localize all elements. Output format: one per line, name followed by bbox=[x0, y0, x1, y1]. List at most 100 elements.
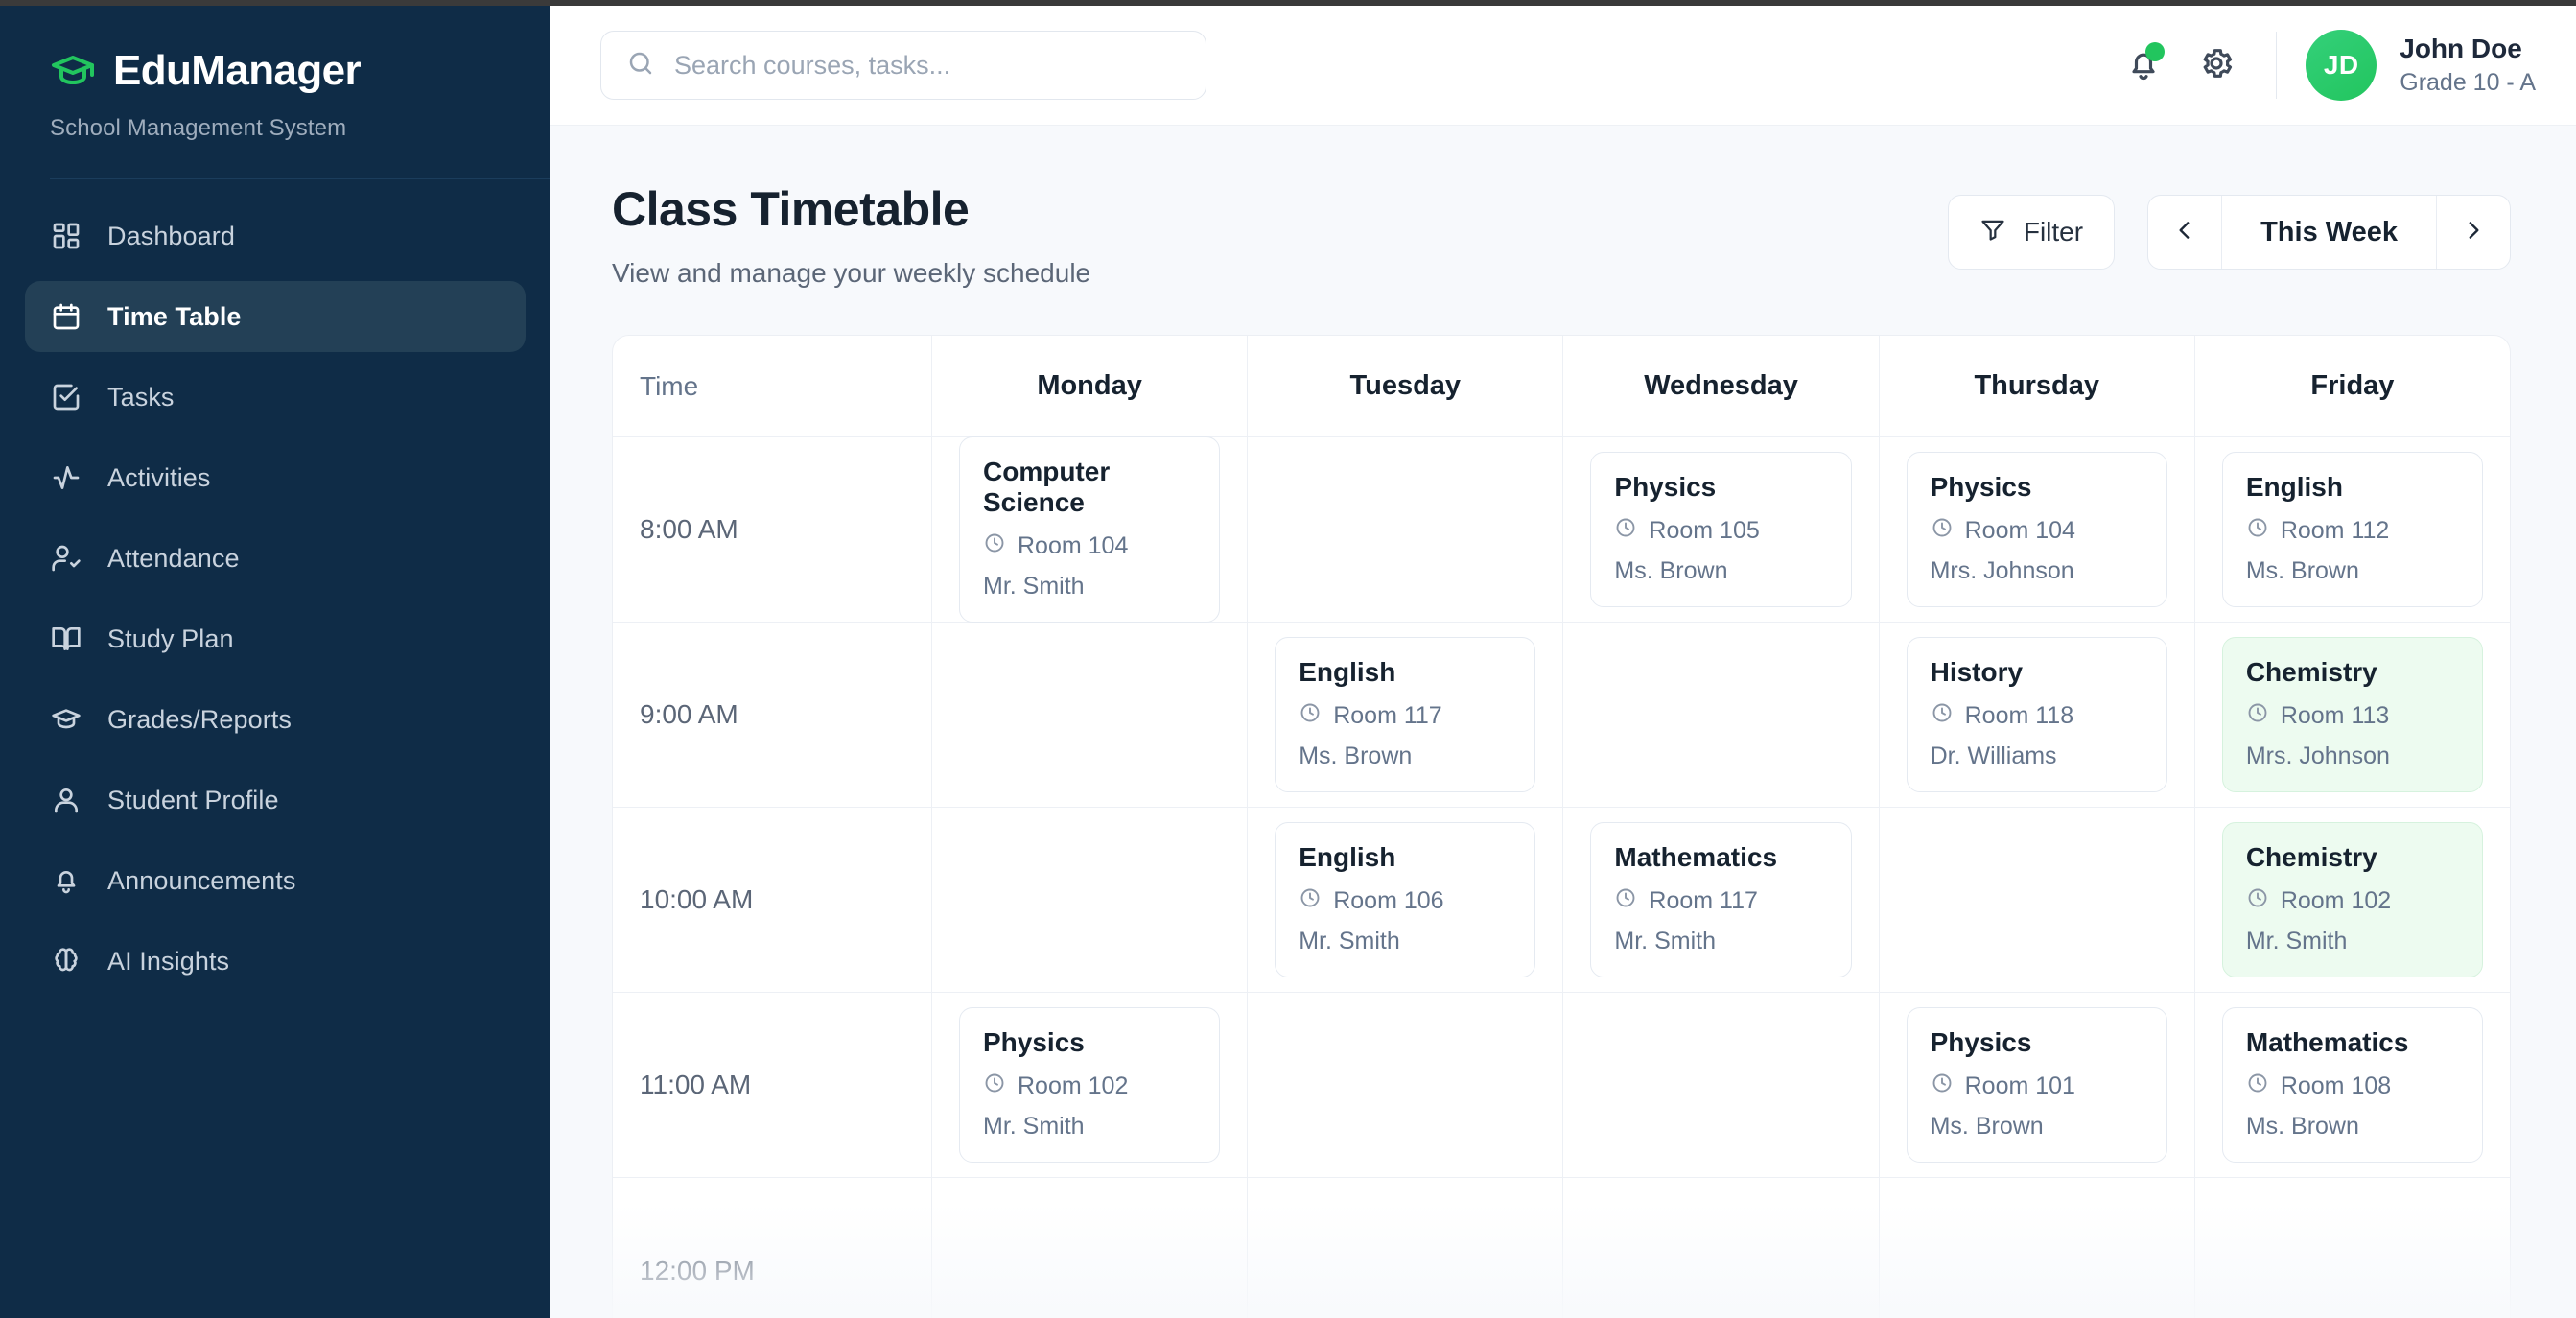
clock-icon bbox=[983, 531, 1006, 561]
class-event-card[interactable]: Chemistry Room 102 Mr. Smith bbox=[2221, 822, 2484, 977]
timetable-time-label: 12:00 PM bbox=[613, 1178, 932, 1318]
class-subject: Chemistry bbox=[2245, 842, 2377, 872]
column-header-monday: Monday bbox=[932, 336, 1249, 436]
clock-icon bbox=[1931, 701, 1954, 731]
top-bar: Search courses, tasks... bbox=[550, 6, 2576, 126]
next-week-button[interactable] bbox=[2437, 196, 2510, 269]
class-room-label: Room 101 bbox=[1964, 1072, 2075, 1099]
notification-badge-dot bbox=[2145, 42, 2166, 61]
column-header-friday: Friday bbox=[2310, 370, 2395, 401]
sidebar-item-dashboard[interactable]: Dashboard bbox=[25, 200, 526, 271]
page-header: Class Timetable View and manage your wee… bbox=[612, 181, 2511, 289]
timetable-row: 8:00 AM Computer Science Room 104 Mr. Smith… bbox=[613, 436, 2510, 623]
sidebar-item-student-profile[interactable]: Student Profile bbox=[25, 765, 526, 836]
notifications-button[interactable] bbox=[2107, 29, 2180, 102]
class-subject: English bbox=[1299, 657, 1396, 687]
class-teacher: Ms. Brown bbox=[1930, 1113, 2044, 1140]
timetable-cell bbox=[1563, 993, 1880, 1177]
settings-button[interactable] bbox=[2180, 29, 2253, 102]
class-teacher: Mrs. Johnson bbox=[1930, 557, 2074, 584]
class-event-card[interactable]: Computer Science Room 104 Mr. Smith bbox=[959, 436, 1221, 623]
class-teacher: Mr. Smith bbox=[1299, 928, 1400, 954]
top-bar-actions: JD John Doe Grade 10 - A bbox=[2107, 29, 2536, 102]
class-room: Room 118 bbox=[1931, 701, 2143, 731]
timetable-cell: English Room 106 Mr. Smith bbox=[1248, 808, 1564, 992]
sidebar-item-label: Announcements bbox=[107, 865, 296, 895]
sidebar-item-label: AI Insights bbox=[107, 946, 230, 976]
class-room: Room 101 bbox=[1931, 1071, 2143, 1101]
class-event-card[interactable]: Physics Room 104 Mrs. Johnson bbox=[1906, 452, 2167, 607]
chevron-right-icon bbox=[2461, 218, 2486, 247]
user-menu[interactable]: JD John Doe Grade 10 - A bbox=[2306, 30, 2536, 101]
class-event-card[interactable]: Mathematics Room 108 Ms. Brown bbox=[2221, 1007, 2484, 1163]
sidebar-item-grades-reports[interactable]: Grades/Reports bbox=[25, 684, 526, 755]
class-teacher: Mrs. Johnson bbox=[2245, 742, 2390, 769]
timetable-row: 12:00 PM bbox=[613, 1178, 2510, 1318]
brand-name: EduManager bbox=[113, 47, 362, 94]
class-room-label: Room 113 bbox=[2280, 702, 2390, 729]
class-subject: Physics bbox=[1614, 472, 1717, 502]
timetable-cell bbox=[932, 1178, 1249, 1318]
class-event-card[interactable]: Mathematics Room 117 Mr. Smith bbox=[1590, 822, 1852, 977]
clock-icon bbox=[2246, 886, 2269, 916]
book-open-icon bbox=[50, 623, 82, 655]
class-teacher: Ms. Brown bbox=[1299, 742, 1413, 769]
clock-icon bbox=[1299, 886, 1322, 916]
class-event-card[interactable]: Physics Room 101 Ms. Brown bbox=[1906, 1007, 2167, 1163]
clock-icon bbox=[2246, 701, 2269, 731]
user-name: John Doe bbox=[2400, 33, 2522, 63]
class-teacher: Mr. Smith bbox=[983, 1113, 1085, 1140]
main-area: Search courses, tasks... bbox=[550, 0, 2576, 1318]
class-room-label: Room 118 bbox=[1964, 702, 2074, 729]
chevron-left-icon bbox=[2172, 218, 2197, 247]
class-event-card[interactable]: History Room 118 Dr. Williams bbox=[1906, 637, 2167, 792]
timetable-time-label: 9:00 AM bbox=[613, 623, 932, 807]
class-event-card[interactable]: Physics Room 105 Ms. Brown bbox=[1590, 452, 1852, 607]
class-room: Room 113 bbox=[2246, 701, 2459, 731]
search-input[interactable]: Search courses, tasks... bbox=[600, 31, 1206, 100]
timetable-cell: Physics Room 104 Mrs. Johnson bbox=[1880, 437, 2195, 622]
class-teacher: Ms. Brown bbox=[1614, 557, 1728, 584]
class-room: Room 112 bbox=[2246, 516, 2459, 546]
class-event-card[interactable]: Chemistry Room 113 Mrs. Johnson bbox=[2221, 637, 2484, 792]
timetable-cell: Mathematics Room 108 Ms. Brown bbox=[2195, 993, 2510, 1177]
clock-icon bbox=[1931, 1071, 1954, 1101]
sidebar-item-tasks[interactable]: Tasks bbox=[25, 362, 526, 433]
class-room: Room 106 bbox=[1299, 886, 1511, 916]
class-event-card[interactable]: English Room 112 Ms. Brown bbox=[2221, 452, 2484, 607]
timetable-cell: Chemistry Room 102 Mr. Smith bbox=[2195, 808, 2510, 992]
timetable-cell: History Room 118 Dr. Williams bbox=[1880, 623, 2195, 807]
sidebar-nav: Dashboard Time Table Tasks bbox=[0, 179, 550, 997]
clock-icon bbox=[2246, 1071, 2269, 1101]
sidebar-item-announcements[interactable]: Announcements bbox=[25, 845, 526, 916]
class-teacher: Ms. Brown bbox=[2245, 1113, 2359, 1140]
column-header-wednesday: Wednesday bbox=[1563, 336, 1880, 436]
class-event-card[interactable]: Physics Room 102 Mr. Smith bbox=[959, 1007, 1221, 1163]
filter-button[interactable]: Filter bbox=[1947, 195, 2116, 270]
sidebar-item-label: Activities bbox=[107, 462, 211, 492]
timetable-cell bbox=[1880, 1178, 2195, 1318]
sidebar-item-attendance[interactable]: Attendance bbox=[25, 523, 526, 594]
filter-button-label: Filter bbox=[2023, 217, 2084, 247]
clock-icon bbox=[1614, 516, 1637, 546]
timetable-header-row: Time Monday Tuesday Wednesday Thursday F… bbox=[613, 336, 2510, 437]
gear-icon bbox=[2197, 44, 2236, 87]
check-square-icon bbox=[50, 381, 82, 413]
timetable-time-label: 10:00 AM bbox=[613, 808, 932, 992]
prev-week-button[interactable] bbox=[2148, 196, 2221, 269]
bell-icon bbox=[50, 864, 82, 897]
sidebar-item-activities[interactable]: Activities bbox=[25, 442, 526, 513]
class-room: Room 105 bbox=[1614, 516, 1827, 546]
sidebar-item-study-plan[interactable]: Study Plan bbox=[25, 603, 526, 674]
avatar: JD bbox=[2306, 30, 2377, 101]
class-room: Room 104 bbox=[983, 531, 1196, 561]
class-room-label: Room 117 bbox=[1333, 702, 1442, 729]
sidebar-item-time-table[interactable]: Time Table bbox=[25, 281, 526, 352]
class-teacher: Mr. Smith bbox=[983, 573, 1085, 600]
column-header-time: Time bbox=[613, 336, 932, 436]
class-event-card[interactable]: English Room 117 Ms. Brown bbox=[1275, 637, 1536, 792]
sidebar-item-ai-insights[interactable]: AI Insights bbox=[25, 926, 526, 997]
class-event-card[interactable]: English Room 106 Mr. Smith bbox=[1275, 822, 1536, 977]
week-label[interactable]: This Week bbox=[2221, 196, 2437, 269]
timetable-cell: Chemistry Room 113 Mrs. Johnson bbox=[2195, 623, 2510, 807]
